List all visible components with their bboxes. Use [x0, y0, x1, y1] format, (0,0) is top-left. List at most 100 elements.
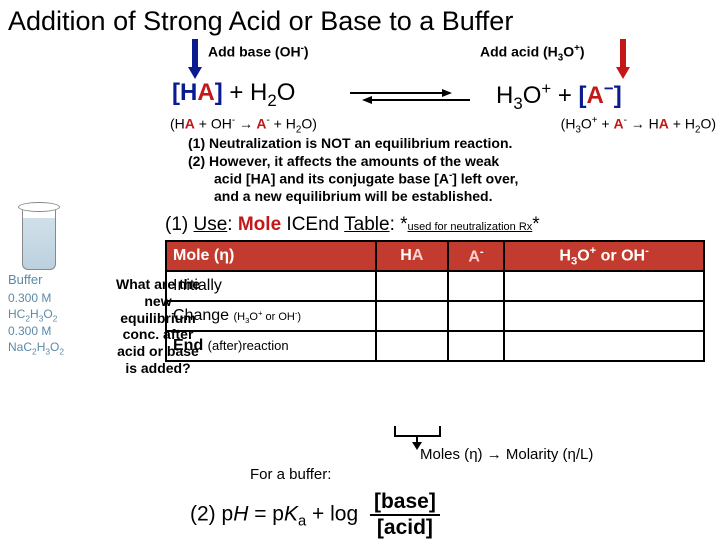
- t: = p: [248, 503, 284, 526]
- mid-block: (HA + OH- → A- + H2O) (H3O+ + A- → HA + …: [170, 115, 716, 206]
- t: (1): [165, 214, 194, 235]
- notes: (1) Neutralization is NOT an equilibrium…: [188, 135, 716, 206]
- add-base-label: Add base (OH-): [208, 43, 309, 60]
- t: O: [50, 340, 59, 354]
- t: acid [HA] and its conjugate base [A: [214, 171, 449, 187]
- moles-to-molarity: Moles (η) → Molarity (η/L): [420, 446, 593, 463]
- t: Table: [344, 214, 389, 235]
- ar: →: [627, 116, 649, 132]
- t: What are the: [106, 276, 210, 293]
- t: Moles (: [420, 446, 469, 463]
- o: O: [277, 79, 296, 106]
- equilibrium-equation: [HA] + H2O H3O+ + [A−]: [0, 79, 720, 115]
- a: A: [185, 116, 195, 132]
- t: used for neutralization Rx: [408, 221, 533, 233]
- h: H: [250, 79, 267, 106]
- t: ICEnd: [281, 214, 344, 235]
- fraction: [base] [acid]: [370, 490, 440, 540]
- t: :: [227, 214, 238, 235]
- for-buffer-label: For a buffer:: [250, 466, 331, 483]
- table-header-row: Mole (η) HA A- H3O+ or OH-: [166, 241, 704, 272]
- t: ] left over,: [452, 171, 518, 187]
- txt: Add acid (H: [480, 44, 558, 60]
- t: *: [532, 214, 539, 235]
- rx-base: (HA + OH- → A- + H2O): [170, 115, 317, 135]
- t: + OH: [195, 116, 232, 132]
- s: 2: [267, 91, 276, 110]
- table-row: Change (H3O+ or OH-): [166, 301, 704, 331]
- t: conc. after: [106, 326, 210, 343]
- h: H: [496, 82, 513, 109]
- neutralization-reactions: (HA + OH- → A- + H2O) (H3O+ + A- → HA + …: [170, 115, 716, 135]
- t: H: [649, 116, 659, 132]
- t: + log: [306, 503, 358, 526]
- txt: Add base (OH: [208, 44, 301, 60]
- t: + H: [270, 116, 296, 132]
- b: [: [579, 82, 587, 109]
- t: : *: [390, 214, 408, 235]
- t: However, it affects the amounts of the w…: [205, 153, 499, 169]
- table-row: Initially: [166, 271, 704, 301]
- t: K: [284, 503, 298, 526]
- t: NaC: [8, 340, 32, 354]
- t: Use: [194, 214, 228, 235]
- plus: +: [551, 82, 578, 109]
- t: O): [700, 116, 716, 132]
- th-ha: HA: [376, 241, 448, 272]
- add-acid-label: Add acid (H3O+): [480, 43, 585, 63]
- m: −: [604, 79, 614, 98]
- b: ]: [215, 79, 223, 106]
- beaker-icon: [16, 190, 62, 270]
- t: η: [568, 446, 576, 463]
- s: 3: [513, 94, 522, 113]
- base-arrow-stem: [192, 39, 198, 69]
- ice-table: Mole (η) HA A- H3O+ or OH- Initially Cha…: [165, 240, 705, 363]
- s: 2: [59, 346, 64, 356]
- b: [: [172, 79, 180, 106]
- t: O): [301, 116, 317, 132]
- n: (1): [188, 135, 205, 151]
- slide-title: Addition of Strong Acid or Base to a Buf…: [0, 0, 720, 39]
- txt: ): [304, 44, 309, 60]
- t: is added?: [106, 360, 210, 377]
- t: /L): [576, 446, 594, 463]
- n: (2): [188, 153, 205, 169]
- t: [acid]: [370, 516, 440, 540]
- txt: O: [563, 44, 574, 60]
- table-row: End (after)reaction: [166, 331, 704, 361]
- t: +: [598, 116, 614, 132]
- t: new: [106, 293, 210, 310]
- t: equilibrium: [106, 310, 210, 327]
- t: η: [469, 446, 477, 463]
- t: H: [30, 307, 39, 321]
- rx-acid: (H3O+ + A- → HA + H2O): [561, 115, 716, 135]
- t: H: [233, 503, 248, 526]
- plus: +: [223, 79, 250, 106]
- a: A: [613, 116, 623, 132]
- a: A: [587, 82, 604, 109]
- t: acid or base: [106, 343, 210, 360]
- txt: ): [580, 44, 585, 60]
- t: (H: [170, 116, 185, 132]
- a: A: [659, 116, 669, 132]
- b: ]: [614, 82, 622, 109]
- t: O: [581, 116, 592, 132]
- a: A: [197, 79, 214, 106]
- t: HC: [8, 307, 25, 321]
- p: +: [541, 79, 551, 98]
- base-arrow-head: [188, 67, 202, 79]
- t: and a new equilibrium will be establishe…: [214, 188, 493, 204]
- t: (H: [561, 116, 576, 132]
- t: Neutralization is NOT an equilibrium rea…: [205, 135, 512, 151]
- t: O: [43, 307, 52, 321]
- t: (2) p: [190, 503, 233, 526]
- eq-left: [HA] + H2O: [172, 79, 295, 111]
- th-mole: Mole (η): [166, 241, 376, 272]
- equilibrium-arrows: [350, 91, 470, 105]
- question-text: What are the new equilibrium conc. after…: [106, 276, 210, 377]
- t: ) → Molarity (: [478, 446, 568, 463]
- t: Mole: [238, 214, 281, 235]
- add-labels-row: Add base (OH-) Add acid (H3O+): [0, 41, 720, 75]
- acid-arrow-stem: [620, 39, 626, 69]
- o: O: [523, 82, 542, 109]
